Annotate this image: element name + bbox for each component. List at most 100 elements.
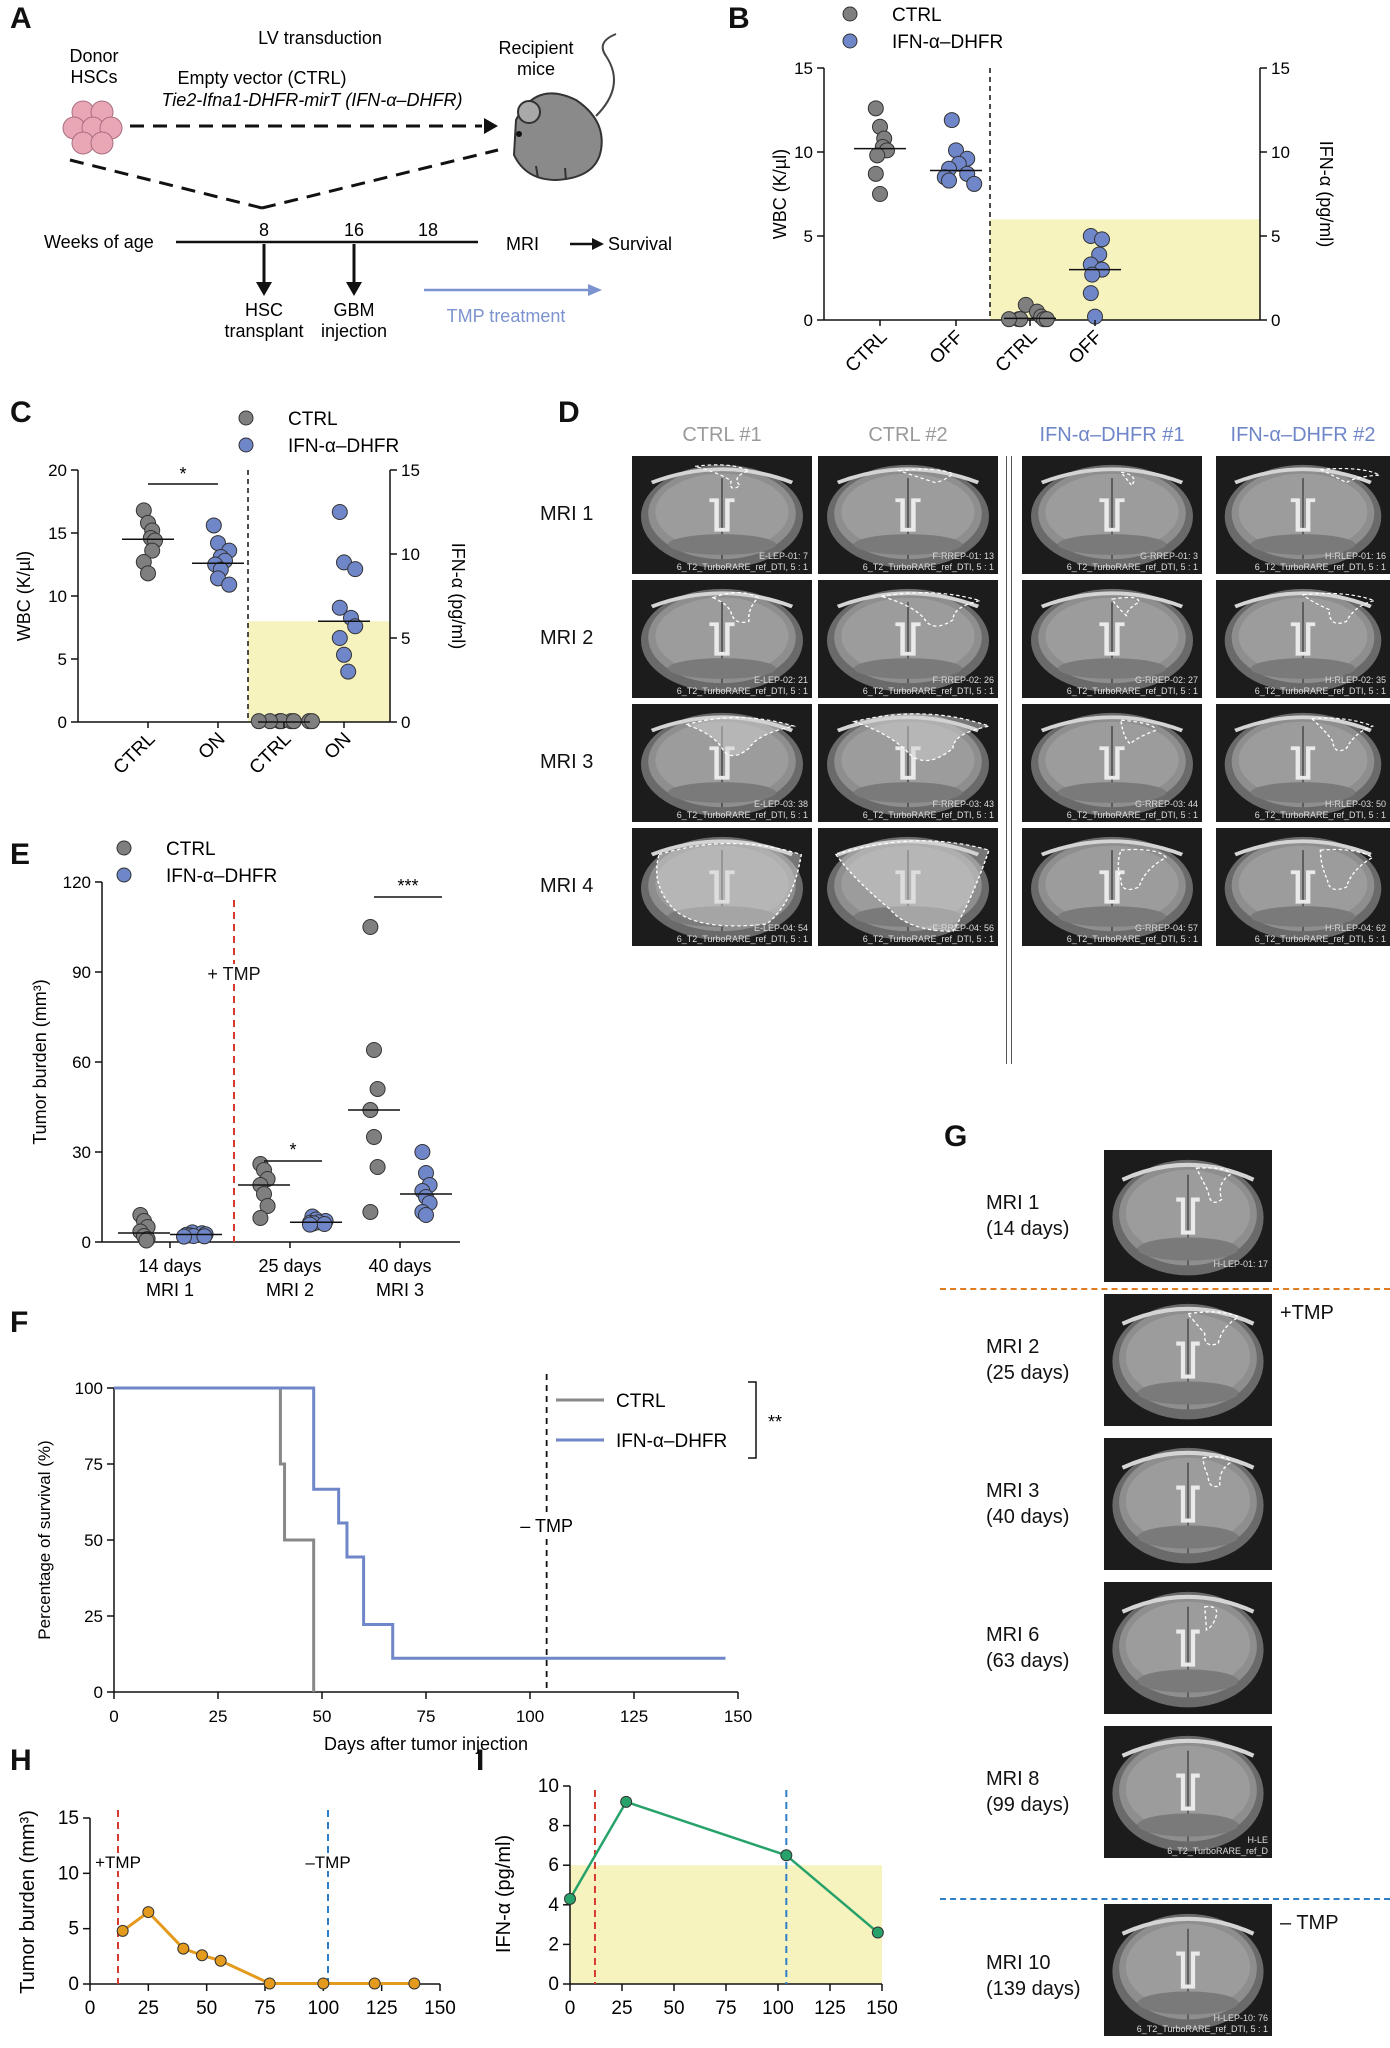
normal-range-band xyxy=(570,1865,882,1984)
data-point xyxy=(1038,311,1055,328)
mri-sequence-label: 6_T2_TurboRARE_ref_DTI, 5 : 1 xyxy=(1066,934,1198,944)
y-tick-label: 0 xyxy=(82,1233,91,1252)
row-label: MRI 2 xyxy=(540,627,594,649)
x-tick-label: 125 xyxy=(620,1707,648,1726)
tmp-annotation: +TMP xyxy=(95,1853,141,1872)
data-point xyxy=(304,713,320,730)
y-tick-label: 0 xyxy=(804,311,813,330)
panel-d-mri-grid: CTRL #1 CTRL #2 IFN-α–DHFR #1 IFN-α–DHFR #2… xyxy=(540,400,1390,1130)
data-point xyxy=(331,630,348,646)
mri-timepoint-label: MRI 6 (63 days) xyxy=(986,1624,1070,1672)
data-point xyxy=(263,1977,276,1990)
tmp-start-divider xyxy=(940,1288,1390,1290)
data-point xyxy=(369,1159,386,1175)
mri-timepoint-label: MRI 1 (14 days) xyxy=(986,1192,1070,1240)
legend-label: IFN-α–DHFR xyxy=(616,1431,727,1452)
y-axis-label: Percentage of survival (%) xyxy=(35,1440,54,1639)
mri-slice-label: G-RREP-04: 57 xyxy=(1134,923,1198,933)
x-tick-label: 0 xyxy=(565,1998,576,2019)
panel-letter-i: I xyxy=(476,1744,485,1777)
x-tick-label: 75 xyxy=(254,1998,275,2019)
mri-slice-label: G-RREP-02: 27 xyxy=(1134,675,1198,685)
data-point xyxy=(214,1954,227,1967)
mri-slice-label: F-RREP-01: 13 xyxy=(932,551,994,561)
x-tick-label: 75 xyxy=(715,1998,736,2019)
x-tick-label: ON xyxy=(321,729,356,764)
data-point xyxy=(138,1232,155,1249)
y-axis-label: IFN-α (pg/ml) xyxy=(493,1835,515,1953)
data-point xyxy=(221,576,238,593)
donor-hsc-cells xyxy=(62,100,123,155)
mri-image: H-LEP-01: 17 xyxy=(1104,1150,1272,1282)
x-tick-label: 100 xyxy=(516,1707,544,1726)
column-header: IFN-α–DHFR #2 xyxy=(1230,424,1376,446)
mri-image: G-RREP-01: 3 6_T2_TurboRARE_ref_DTI, 5 : … xyxy=(1022,456,1202,574)
mri-slice-label: F-RREP-03: 43 xyxy=(932,799,994,809)
y-tick-label: 5 xyxy=(401,629,410,648)
data-point xyxy=(867,165,884,182)
x-tick-label: 150 xyxy=(724,1707,752,1726)
x-tick-label: 75 xyxy=(417,1707,436,1726)
data-point xyxy=(366,1129,382,1145)
data-point xyxy=(316,1216,333,1232)
x-tick-label: 100 xyxy=(762,1998,794,2019)
x-tick-label: 25 xyxy=(611,1998,632,2019)
x-tick-label: 40 days xyxy=(368,1256,431,1276)
panel-letter-d: D xyxy=(558,396,580,429)
panel-a-schematic: Donor HSCs LV transduction Empty vector (… xyxy=(44,28,672,341)
data-point xyxy=(252,1210,269,1226)
mri-sequence-label: 6_T2_TurboRARE_ref_DTI, 5 : 1 xyxy=(862,562,994,572)
group-separator xyxy=(1006,456,1012,1064)
mri-slice-label: E-LEP-04: 54 xyxy=(753,923,808,933)
significance-label: *** xyxy=(397,876,418,896)
y-tick-label: 15 xyxy=(58,1808,79,1829)
mri-sequence-label: 6_T2_TurboRARE_ref_DTI, 5 : 1 xyxy=(676,810,808,820)
data-point xyxy=(142,1906,155,1919)
data-point xyxy=(368,1977,381,1990)
mri-image: G-RREP-04: 57 6_T2_TurboRARE_ref_DTI, 5 :… xyxy=(1022,828,1202,946)
mri-slice-label: H-RLEP-01: 16 xyxy=(1324,551,1386,561)
y-tick-label: 75 xyxy=(84,1455,103,1474)
weeks-of-age-label: Weeks of age xyxy=(44,232,154,252)
x-tick-label: 25 xyxy=(138,1998,159,2019)
y-tick-label: 10 xyxy=(794,143,813,162)
tmp-annotation: + TMP xyxy=(207,964,260,984)
x-tick-label: 50 xyxy=(313,1707,332,1726)
y-axis-label: Tumor burden (mm³) xyxy=(30,979,50,1144)
mri-image: H-LE 6_T2_TurboRARE_ref_D xyxy=(1104,1726,1272,1858)
donor-label: Donor HSCs xyxy=(69,46,118,87)
week-8-label: 8 xyxy=(259,220,269,240)
y-tick-label: 25 xyxy=(84,1607,103,1626)
tmp-stop-divider xyxy=(940,1898,1390,1900)
mri-slice-label: G-RREP-03: 44 xyxy=(1134,799,1198,809)
mri-image: H-RLEP-03: 50 6_T2_TurboRARE_ref_DTI, 5 :… xyxy=(1216,704,1390,822)
mri-slice-label: E-LEP-02: 21 xyxy=(753,675,808,685)
mri-image: H-RLEP-04: 62 6_T2_TurboRARE_ref_DTI, 5 :… xyxy=(1216,828,1390,946)
data-point xyxy=(144,542,161,559)
survival-label: Survival xyxy=(608,234,672,254)
data-point xyxy=(196,1949,208,1962)
data-point xyxy=(564,1892,576,1905)
mri-sequence-label: 6_T2_TurboRARE_ref_DTI, 5 : 1 xyxy=(1254,934,1386,944)
x-tick-label: 14 days xyxy=(138,1256,201,1276)
mri-slice-label: E-LEP-03: 38 xyxy=(753,799,808,809)
y-axis-label-left: WBC (K/µl) xyxy=(770,149,790,239)
x-tick-label: 125 xyxy=(814,1998,846,2019)
y-axis-label-left: WBC (K/µl) xyxy=(14,551,34,641)
data-point xyxy=(302,1216,318,1233)
y-axis-label-right: IFN-α (pg/ml) xyxy=(1316,141,1336,247)
data-point xyxy=(620,1795,633,1808)
mri-image xyxy=(1104,1294,1272,1426)
y-tick-label: 5 xyxy=(1271,227,1280,246)
mri-image: F-RREP-01: 13 6_T2_TurboRARE_ref_DTI, 5 :… xyxy=(818,456,998,574)
data-point xyxy=(966,175,983,192)
tmp-annotation: – TMP xyxy=(520,1516,573,1536)
x-tick-label: 50 xyxy=(663,1998,684,2019)
mri-image: H-LEP-10: 76 6_T2_TurboRARE_ref_DTI, 5 : … xyxy=(1104,1904,1272,2036)
tumor-burden-line xyxy=(121,1910,415,1985)
data-point xyxy=(871,1926,884,1939)
mri-sequence-label: 6_T2_TurboRARE_ref_DTI, 5 : 1 xyxy=(676,686,808,696)
significance-label: ** xyxy=(768,1412,782,1432)
data-point xyxy=(205,517,222,534)
